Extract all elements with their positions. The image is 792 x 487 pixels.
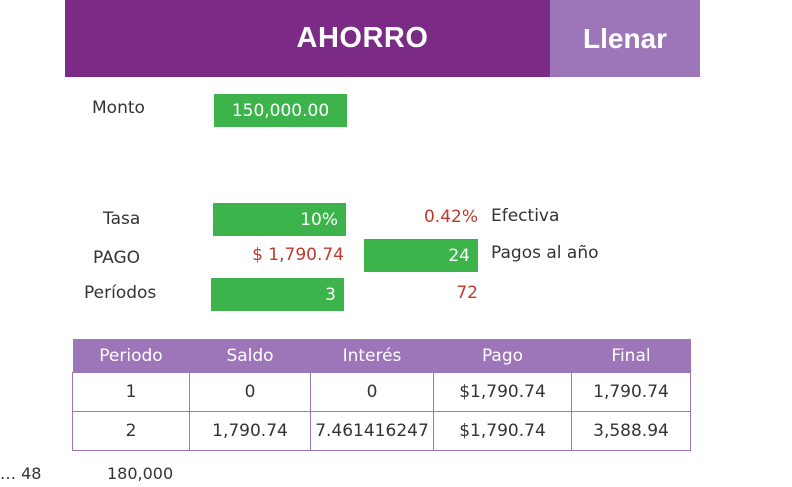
table-cell: 1,790.74 — [571, 372, 691, 412]
tasa-input[interactable]: 10% — [213, 203, 346, 236]
header-periodo: Periodo — [72, 339, 190, 373]
tasa-label: Tasa — [103, 209, 141, 229]
footer-periods-text: … 48 — [0, 464, 42, 483]
table-header-row: Periodo Saldo Interés Pago Final — [72, 339, 691, 373]
table-cell: 3,588.94 — [571, 411, 691, 451]
payments-per-year-label: Pagos al año — [491, 243, 599, 263]
fill-button[interactable]: Llenar — [550, 0, 700, 77]
header-saldo: Saldo — [189, 339, 311, 373]
effective-rate-label: Efectiva — [491, 206, 560, 226]
pago-label: PAGO — [93, 248, 141, 268]
header-final: Final — [571, 339, 691, 373]
table-cell: 1 — [72, 372, 190, 412]
table-cell: 2 — [72, 411, 190, 451]
periodos-input[interactable]: 3 — [211, 278, 344, 311]
footer-amount-text: 180,000 — [107, 464, 174, 483]
page-title: AHORRO — [296, 22, 429, 54]
table-cell: $1,790.74 — [433, 411, 572, 451]
fill-button-label: Llenar — [582, 22, 668, 54]
table-cell: 1,790.74 — [189, 411, 311, 451]
periodos-label: Períodos — [84, 283, 157, 303]
monto-input[interactable]: 150,000.00 — [214, 94, 347, 127]
payments-per-year-input[interactable]: 24 — [364, 239, 478, 272]
table-cell: 7.461416247 — [310, 411, 434, 451]
monto-label: Monto — [92, 98, 145, 118]
table-row: 1 0 0 $1,790.74 1,790.74 — [72, 372, 691, 412]
header-interes: Interés — [310, 339, 434, 373]
table-cell: $1,790.74 — [433, 372, 572, 412]
periods-table: Periodo Saldo Interés Pago Final 1 0 0 $… — [72, 339, 691, 451]
total-periods-value: 72 — [456, 283, 478, 303]
table-cell: 0 — [189, 372, 311, 412]
header-banner: AHORRO — [65, 0, 550, 77]
table-cell: 0 — [310, 372, 434, 412]
effective-rate-value: 0.42% — [423, 207, 478, 227]
pago-value: $ 1,790.74 — [252, 245, 344, 265]
table-row: 2 1,790.74 7.461416247 $1,790.74 3,588.9… — [72, 411, 691, 451]
header-pago: Pago — [433, 339, 572, 373]
